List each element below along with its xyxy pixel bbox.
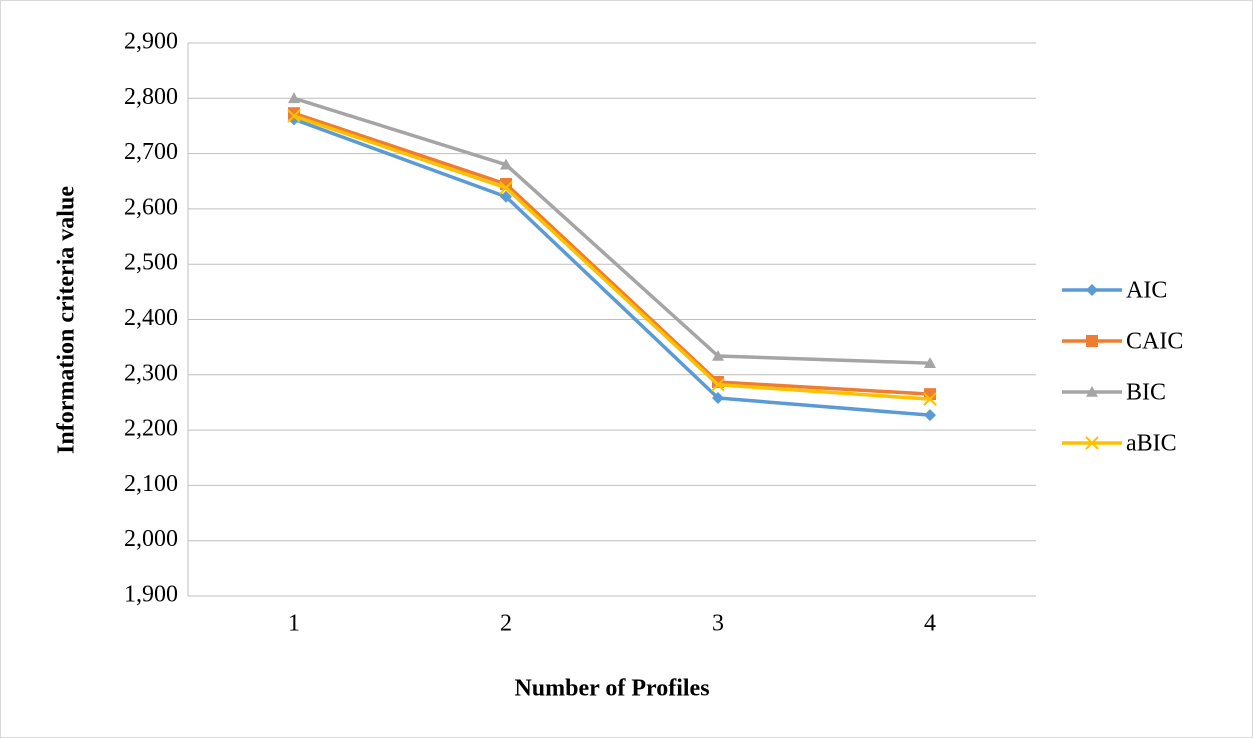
y-tick-label: 2,300 — [124, 360, 178, 386]
legend-label: AIC — [1126, 278, 1167, 304]
y-tick-label: 2,900 — [124, 29, 178, 55]
series-line — [293, 117, 931, 417]
marker — [288, 92, 300, 104]
marker — [500, 158, 512, 170]
marker — [712, 392, 724, 405]
y-tick-label: 2,100 — [124, 471, 178, 497]
x-tick-label: 1 — [288, 611, 300, 637]
marker — [712, 349, 724, 361]
x-axis-title: Number of Profiles — [514, 676, 709, 702]
marker — [500, 190, 512, 203]
y-tick-label: 2,500 — [124, 250, 178, 276]
series-line — [293, 111, 931, 396]
y-tick-label: 2,400 — [124, 305, 178, 331]
marker — [1086, 386, 1098, 397]
legend-label: aBIC — [1126, 431, 1177, 457]
y-tick-label: 2,000 — [124, 526, 178, 552]
series-line — [293, 96, 931, 365]
marker — [1086, 335, 1098, 347]
x-tick-label: 2 — [500, 611, 512, 637]
marker — [711, 378, 725, 392]
y-tick-label: 2,700 — [124, 139, 178, 165]
marker — [287, 109, 301, 123]
marker — [1085, 436, 1099, 450]
legend-label: BIC — [1126, 380, 1166, 406]
legend-label: CAIC — [1126, 329, 1183, 355]
y-tick-label: 2,800 — [124, 84, 178, 110]
series-line — [293, 114, 931, 401]
y-tick-label: 1,900 — [124, 582, 178, 608]
marker — [499, 181, 513, 195]
marker — [924, 409, 936, 422]
x-tick-label: 3 — [712, 611, 724, 637]
x-tick-label: 4 — [924, 611, 936, 637]
marker — [924, 357, 936, 368]
marker — [1086, 284, 1098, 296]
marker — [923, 392, 937, 406]
y-tick-label: 2,600 — [124, 194, 178, 220]
y-tick-label: 2,200 — [124, 416, 178, 442]
y-axis-title: Information criteria value — [54, 186, 80, 454]
